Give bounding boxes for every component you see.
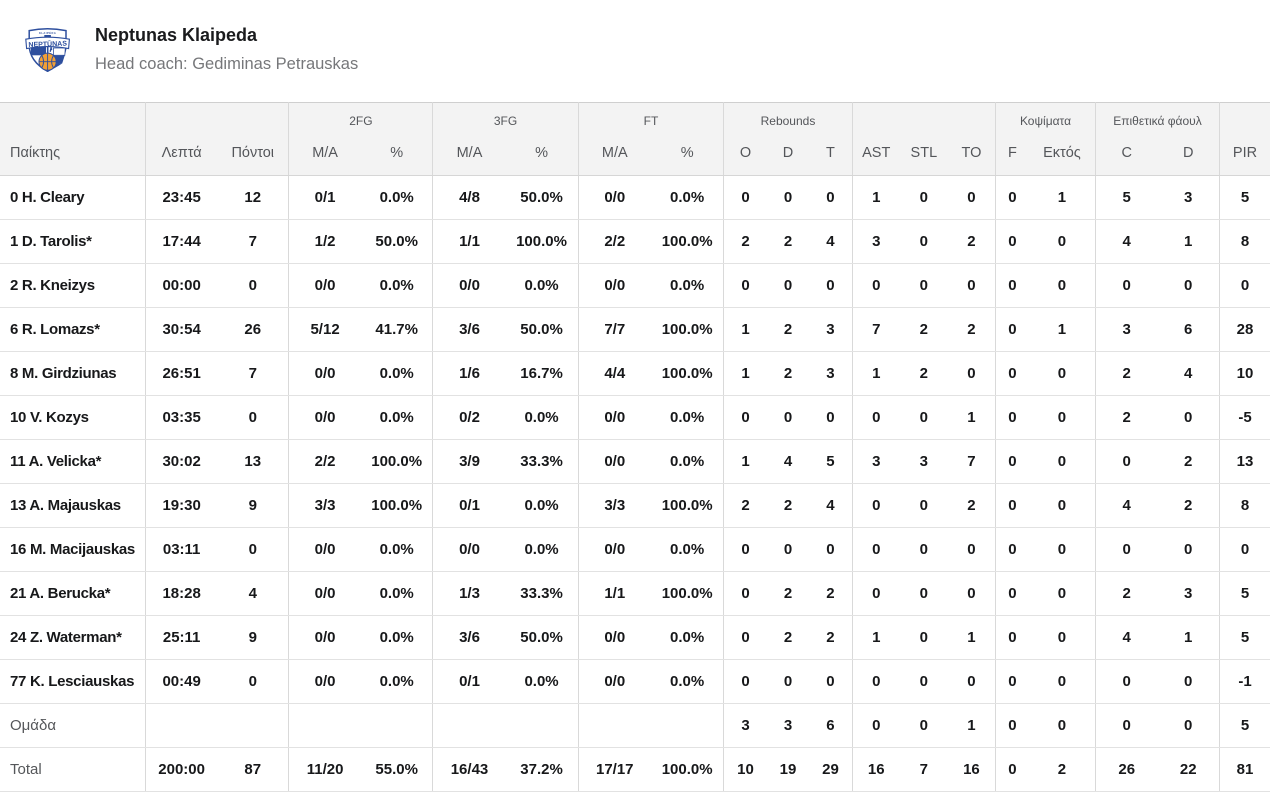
svg-text:NEPTŪNAS: NEPTŪNAS — [28, 40, 67, 49]
svg-text:KLAIPĖDA: KLAIPĖDA — [39, 30, 56, 35]
